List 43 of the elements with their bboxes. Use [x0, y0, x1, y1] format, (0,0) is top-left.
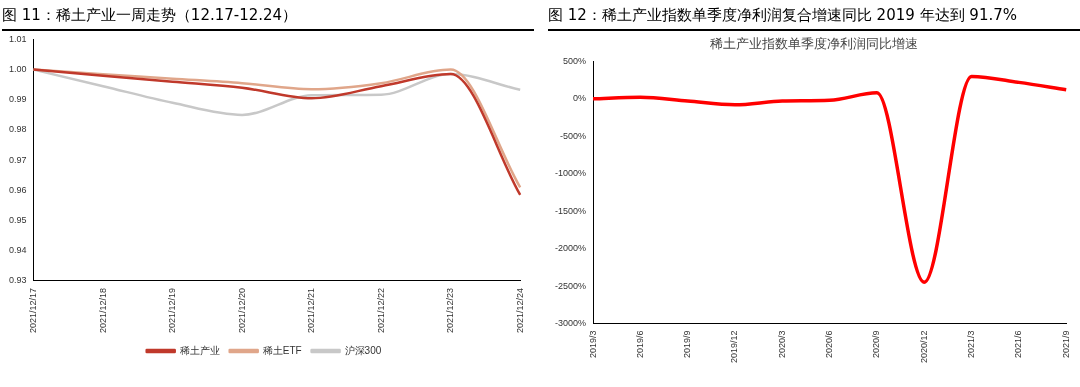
y-tick-label: -2500%	[554, 280, 587, 291]
y-tick-label: 0.97	[8, 154, 27, 165]
legend-label: 沪深300	[344, 344, 382, 356]
y-tick-label: 500%	[562, 55, 587, 66]
x-tick-label: 2021/12/24	[514, 287, 525, 333]
x-tick-label: 2020/12	[918, 330, 929, 364]
x-tick-label: 2019/9	[682, 330, 693, 358]
x-tick-label: 2019/6	[634, 330, 645, 358]
chart-title: 图 11：稀土产业一周走势（12.17-12.24）	[2, 4, 534, 31]
x-tick-label: 2021/12/22	[375, 287, 386, 333]
y-tick-label: 0%	[573, 93, 587, 104]
y-tick-label: -1000%	[554, 168, 587, 179]
y-tick-label: 1.01	[8, 33, 27, 44]
legend-label: 稀土产业	[179, 344, 220, 356]
x-tick-label: 2019/12	[729, 330, 740, 364]
legend-label: 稀土ETF	[262, 344, 302, 356]
x-tick-label: 2021/12/18	[97, 287, 108, 333]
chart-title: 图 12：稀土产业指数单季度净利润复合增速同比 2019 年达到 91.7%	[548, 4, 1080, 31]
line-series	[591, 74, 1068, 285]
y-tick-label: 0.95	[8, 215, 27, 226]
y-tick-label: -3000%	[554, 317, 587, 328]
x-tick-label: 2021/12/17	[28, 287, 38, 333]
x-tick-label: 2021/3	[966, 330, 977, 358]
x-tick-label: 2021/12/19	[167, 287, 178, 333]
x-tick-label: 2021/9	[1060, 330, 1071, 358]
x-tick-label: 2021/12/23	[445, 287, 456, 333]
x-tick-label: 2019/3	[587, 330, 598, 358]
x-tick-label: 2020/3	[776, 330, 787, 358]
x-tick-label: 2020/6	[824, 330, 835, 358]
chart-subtitle: 稀土产业指数单季度净利润同比增速	[709, 35, 919, 53]
y-tick-label: 1.00	[8, 64, 27, 75]
x-tick-label: 2021/12/20	[236, 287, 247, 333]
x-tick-label: 2021/12/21	[306, 287, 317, 333]
y-tick-label: 0.93	[8, 275, 27, 286]
y-tick-label: 0.99	[8, 94, 27, 105]
x-tick-label: 2020/9	[871, 330, 882, 358]
y-tick-label: 0.98	[8, 124, 27, 135]
x-tick-label: 2021/6	[1013, 330, 1024, 358]
y-tick-label: 0.96	[8, 184, 27, 195]
y-tick-label: -1500%	[554, 205, 587, 216]
y-tick-label: -2000%	[554, 243, 587, 254]
y-tick-label: 0.94	[8, 245, 27, 256]
y-tick-label: -500%	[560, 130, 587, 141]
